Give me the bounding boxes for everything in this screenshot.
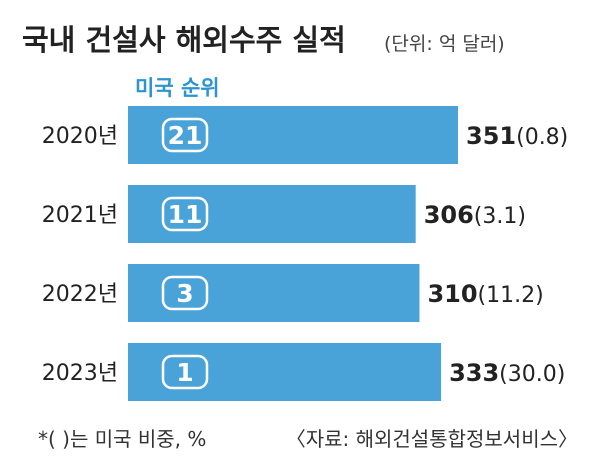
bars-layer: 2020년 21 351(0.8)2021년 11 306(3.1)2022년 3 310(…	[42, 106, 568, 401]
share-label: (0.8)	[516, 125, 568, 150]
bar	[128, 264, 420, 322]
category-label: 2021년	[42, 203, 118, 228]
bar-group: 2021년 11 306(3.1)	[42, 185, 526, 243]
footnote: *( )는 미국 비중, %	[38, 427, 206, 451]
bar-group: 2022년 3 310(11.2)	[42, 264, 544, 322]
rank-badge	[161, 354, 209, 390]
category-label: 2020년	[42, 124, 118, 149]
value-label: 306(3.1)	[424, 201, 526, 229]
source-note: 〈자료: 해외건설통합정보서비스〉	[286, 427, 578, 451]
bar-group: 2020년 21 351(0.8)	[42, 106, 568, 164]
bar-group: 2023년 1 333(30.0)	[42, 343, 565, 401]
share-label: (30.0)	[499, 362, 565, 387]
rank-badge	[161, 275, 209, 311]
us-rank-header: 미국 순위	[135, 76, 220, 100]
value-number: 351	[466, 122, 516, 150]
rank-badge	[161, 196, 209, 232]
rank-label: 3	[176, 279, 193, 308]
unit-note: (단위: 억 달러)	[384, 33, 505, 55]
share-label: (11.2)	[478, 283, 544, 308]
value-number: 306	[424, 201, 474, 229]
value-label: 351(0.8)	[466, 122, 568, 150]
value-label: 333(30.0)	[449, 359, 565, 387]
category-label: 2023년	[42, 361, 118, 386]
bar	[128, 106, 458, 164]
rank-label: 21	[168, 121, 203, 150]
rank-label: 1	[176, 358, 193, 387]
chart-title: 국내 건설사 해외수주 실적	[22, 23, 346, 57]
rank-label: 11	[168, 200, 203, 229]
value-label: 310(11.2)	[427, 280, 543, 308]
share-label: (3.1)	[474, 204, 526, 229]
bar	[128, 185, 416, 243]
category-label: 2022년	[42, 282, 118, 307]
value-number: 310	[427, 280, 477, 308]
bar	[128, 343, 442, 401]
rank-badge	[161, 117, 209, 153]
value-number: 333	[449, 359, 499, 387]
